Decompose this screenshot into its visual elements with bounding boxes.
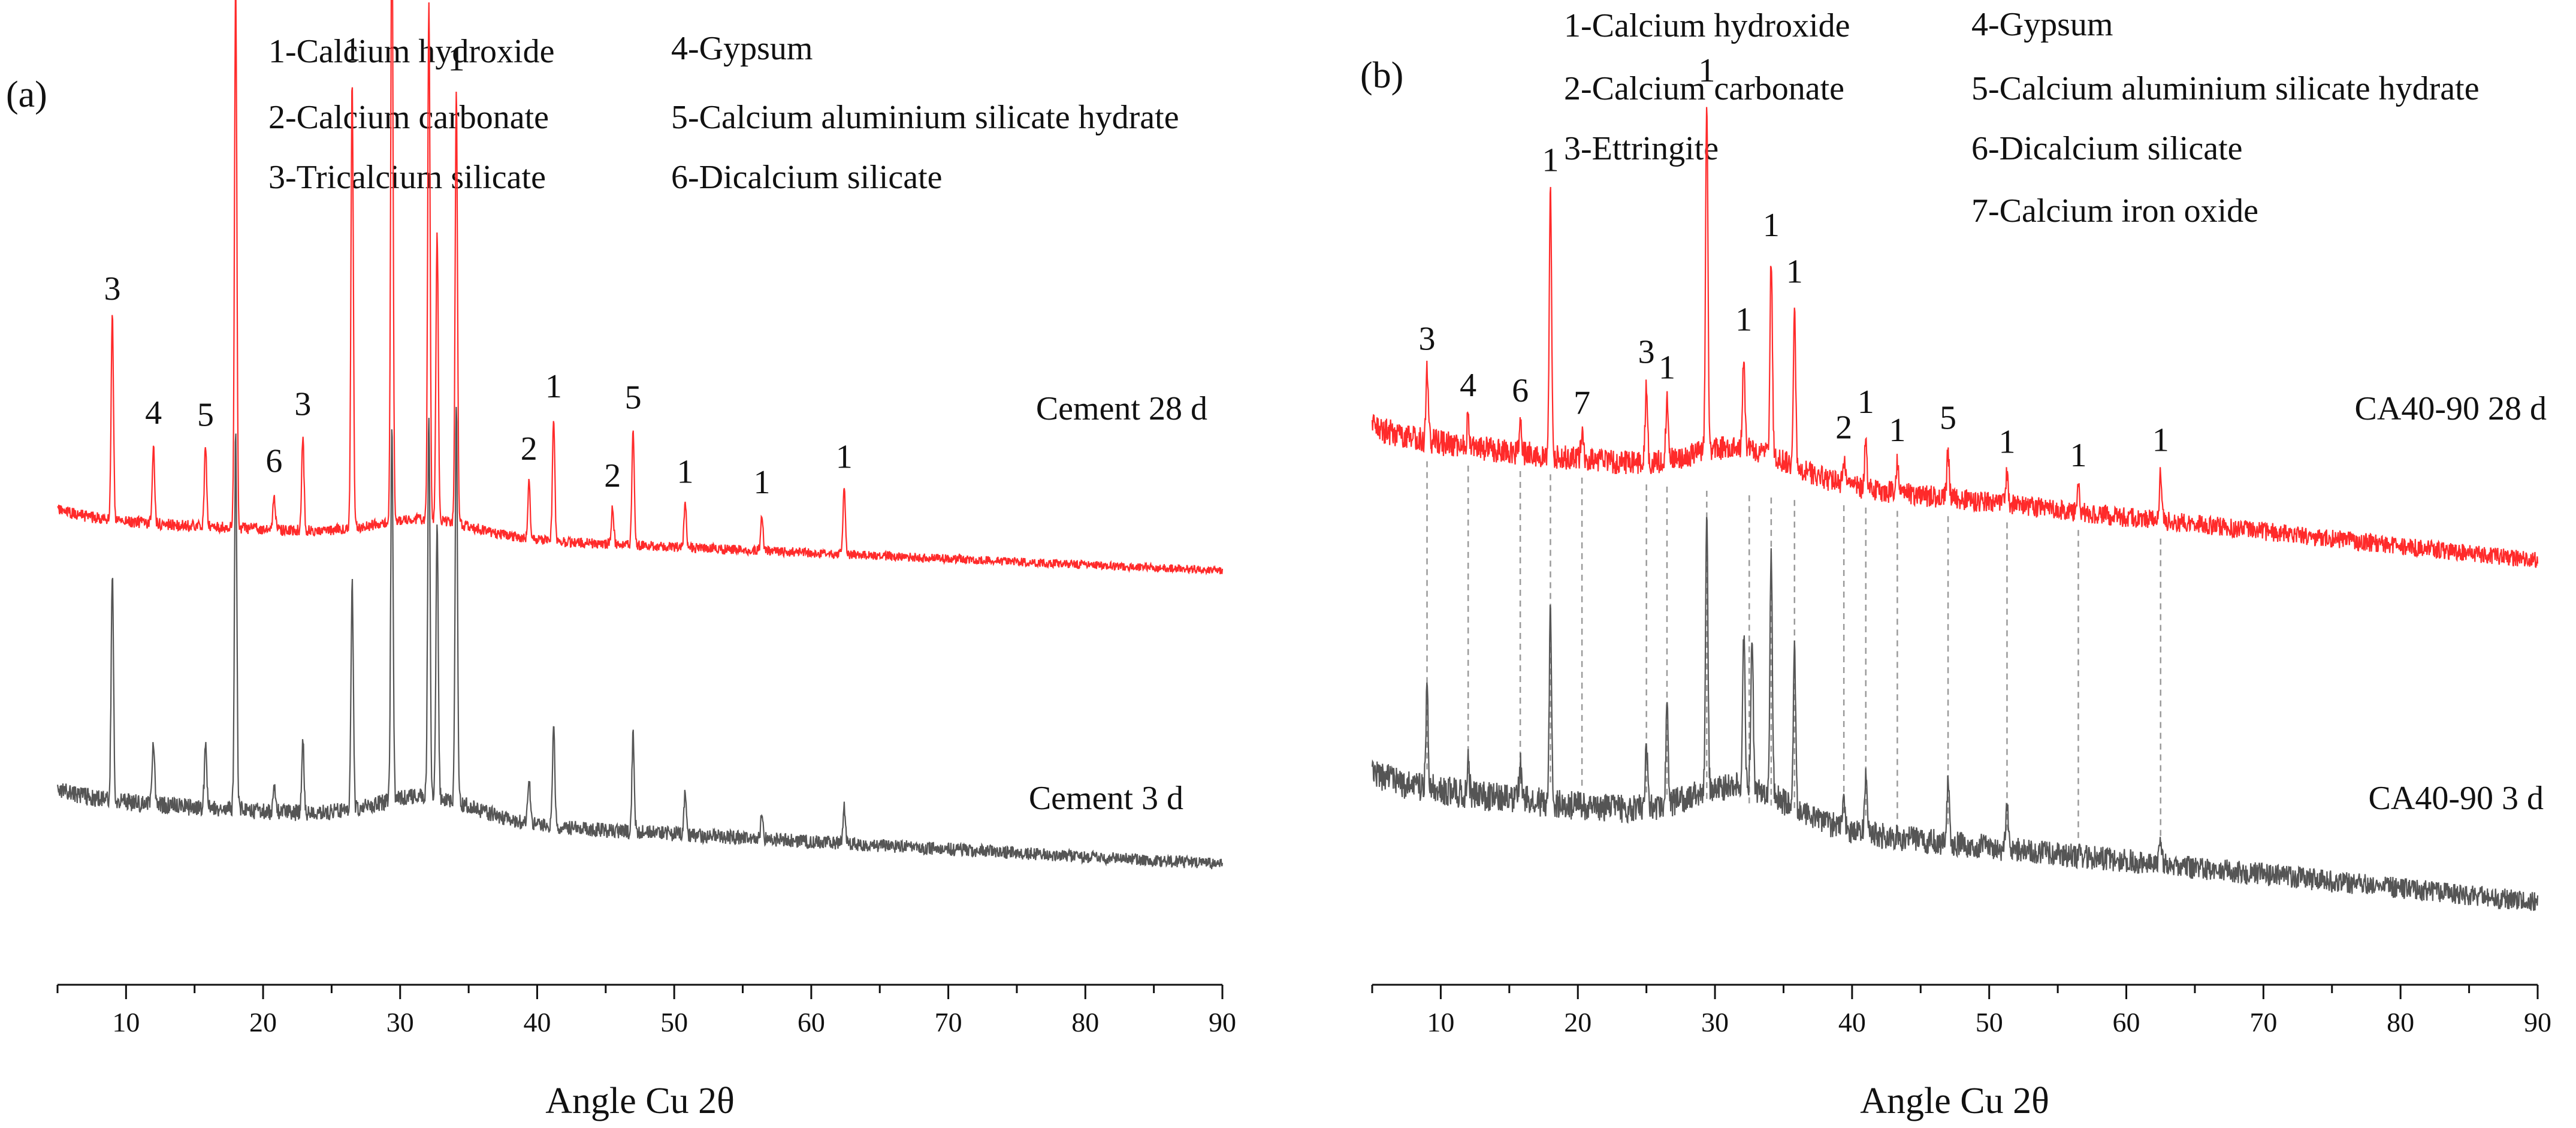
x-tick-label: 90 [1209,1007,1236,1037]
panel-b-legend: 1-Calcium hydroxide 2-Calcium carbonate … [1564,6,2480,230]
panel-b: (b) 1-Calcium hydroxide 2-Calcium carbon… [1360,6,2551,1121]
panel-b-series-0-name: CA40-90 28 d [2355,390,2547,427]
panel-a-legend-item-1: 1-Calcium hydroxide [268,33,554,70]
peak-label: 2 [1835,409,1852,447]
panel-a-x-axis-title: Angle Cu 2θ [545,1081,735,1121]
peak-label: 1 [2070,437,2086,474]
panel-a-peak-labels: 34516311112125111 [104,31,853,501]
panel-b-legend-item-2: 2-Calcium carbonate [1564,70,1844,107]
peak-label: 1 [836,439,853,476]
x-tick-label: 40 [523,1007,551,1037]
x-tick-label: 50 [1976,1007,2003,1037]
panel-b-legend-item-4: 4-Gypsum [1971,6,2113,43]
panel-b-x-axis-title: Angle Cu 2θ [1860,1081,2049,1121]
x-tick-label: 20 [1564,1007,1591,1037]
peak-label: 5 [625,379,642,417]
peak-label: 1 [545,368,562,405]
panel-a-legend: 1-Calcium hydroxide 2-Calcium carbonate … [268,30,1179,196]
peak-label: 1 [677,453,693,490]
peak-label: 1 [1763,207,1780,244]
x-tick-label: 80 [1071,1007,1099,1037]
peak-label: 1 [2152,422,2169,459]
peak-label: 1 [754,464,771,501]
peak-label: 1 [1786,253,1803,290]
x-tick-label: 50 [660,1007,688,1037]
panel-a-series-0-name: Cement 28 d [1036,390,1207,427]
peak-label: 1 [344,31,361,68]
panel-a-legend-item-5: 5-Calcium aluminium silicate hydrate [671,99,1179,136]
x-tick-label: 60 [2113,1007,2140,1037]
x-tick-label: 90 [2524,1007,2551,1037]
panel-a-x-ticks: 10 20 30 40 50 60 70 80 90 [56,985,1236,1037]
peak-label: 1 [1542,141,1559,179]
panel-a-legend-item-3: 3-Tricalcium silicate [268,159,546,196]
panel-a-legend-item-6: 6-Dicalcium silicate [671,159,942,196]
x-tick-label: 60 [798,1007,825,1037]
peak-label: 6 [1512,372,1529,409]
x-tick-label: 80 [2387,1007,2414,1037]
peak-label: 1 [448,41,465,78]
panel-b-legend-item-1: 1-Calcium hydroxide [1564,7,1850,44]
panel-b-legend-item-6: 6-Dicalcium silicate [1971,130,2242,167]
peak-label: 4 [1460,367,1476,404]
panel-a-legend-item-4: 4-Gypsum [671,30,813,67]
panel-b-series-1-line [1371,517,2539,911]
x-tick-label: 10 [1427,1007,1454,1037]
peak-label: 3 [104,270,120,307]
panel-a-series-1-line [56,406,1224,870]
peak-label: 3 [1419,321,1436,358]
x-tick-label: 40 [1838,1007,1866,1037]
x-tick-label: 70 [2249,1007,2277,1037]
peak-label: 1 [1659,349,1675,387]
panel-b-legend-item-3: 3-Ettringite [1564,130,1719,167]
peak-label: 1 [1889,412,1905,449]
x-tick-label: 20 [249,1007,277,1037]
peak-label: 1 [1698,52,1715,89]
panel-a-series-0-line [57,0,1224,576]
x-tick-label: 70 [935,1007,962,1037]
panel-a-label: (a) [6,74,47,115]
peak-label: 3 [1638,333,1655,370]
peak-label: 6 [265,442,282,479]
panel-b-label: (b) [1360,55,1403,96]
peak-label: 7 [1574,385,1590,422]
peak-label: 1 [1858,384,1874,421]
panel-a: (a) 1-Calcium hydroxide 2-Calcium carbon… [6,0,1236,1121]
peak-label: 5 [197,397,214,434]
x-tick-label: 30 [386,1007,414,1037]
panel-b-x-ticks: 10 20 30 40 50 60 70 80 90 [1371,985,2551,1037]
peak-label: 1 [1735,301,1752,338]
panel-a-series-1-name: Cement 3 d [1029,780,1183,817]
x-tick-label: 30 [1701,1007,1729,1037]
panel-b-series-0-line [1371,107,2539,568]
peak-label: 4 [145,394,162,432]
panel-b-legend-item-5: 5-Calcium aluminium silicate hydrate [1971,70,2480,107]
peak-label: 5 [1940,399,1956,436]
peak-label: 2 [604,457,621,494]
peak-label: 3 [294,386,311,423]
peak-label: 2 [521,430,537,468]
x-tick-label: 10 [112,1007,140,1037]
panel-b-series-1-name: CA40-90 3 d [2369,780,2544,817]
peak-label: 1 [1998,424,2015,461]
panel-b-reference-lines [1426,461,2161,846]
panel-a-legend-item-2: 2-Calcium carbonate [268,99,549,136]
panel-b-legend-item-7: 7-Calcium iron oxide [1971,192,2258,230]
